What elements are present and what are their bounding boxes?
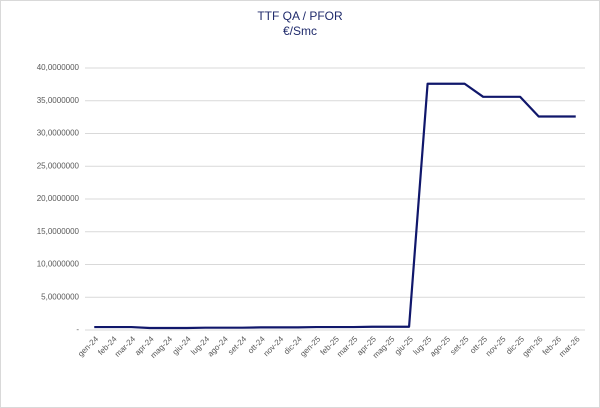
chart-title: TTF QA / PFOR — [257, 9, 343, 23]
y-tick-label: 20,0000000 — [37, 194, 80, 203]
chart-subtitle: €/Smc — [283, 24, 317, 38]
y-tick-label: 40,0000000 — [37, 63, 80, 72]
y-tick-label: 25,0000000 — [37, 161, 80, 170]
y-tick-label: 30,0000000 — [37, 129, 80, 138]
y-tick-label: 10,0000000 — [37, 260, 80, 269]
line-series — [94, 82, 576, 330]
y-tick-label: 15,0000000 — [37, 227, 80, 236]
y-tick-label: 5,0000000 — [41, 292, 79, 301]
y-tick-label: - — [76, 325, 79, 334]
y-tick-label: 35,0000000 — [37, 96, 80, 105]
